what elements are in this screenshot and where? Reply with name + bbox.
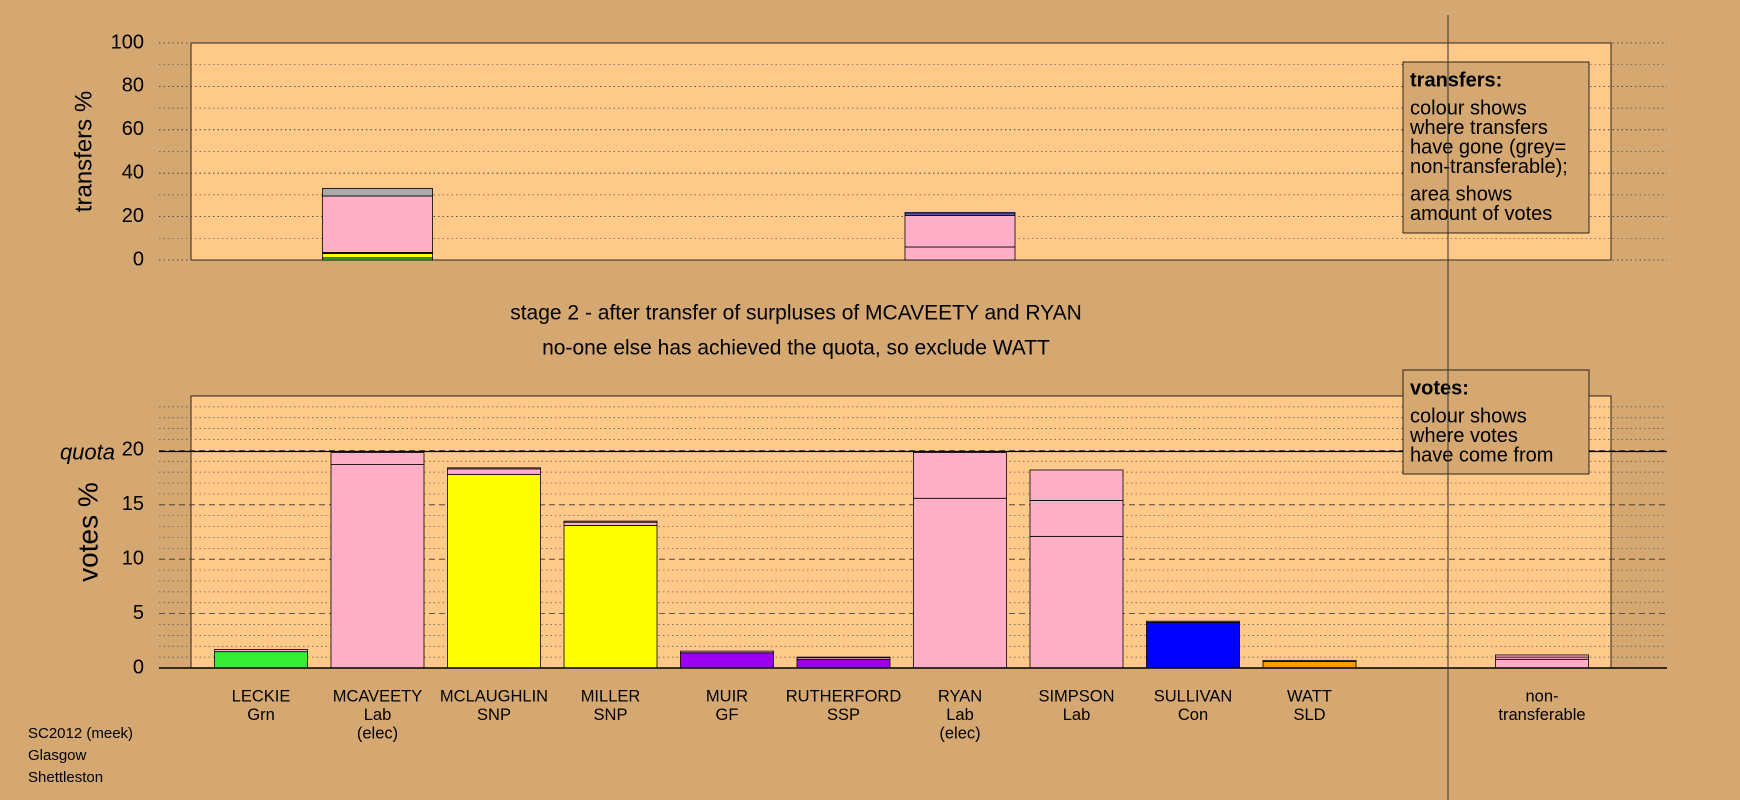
x-tick-label: MCLAUGHLIN — [440, 687, 548, 705]
legend-text: colour shows — [1410, 97, 1527, 119]
y-tick-label: 40 — [122, 161, 144, 183]
x-tick-label: WATT — [1287, 687, 1332, 705]
x-tick-label: RYAN — [938, 687, 982, 705]
x-tick-label: transferable — [1498, 706, 1585, 724]
y-tick-label: 80 — [122, 75, 144, 97]
legend-text: where transfers — [1409, 117, 1548, 139]
bar-segment — [322, 187, 433, 197]
bar-segment — [330, 464, 425, 669]
bar-segment — [1262, 661, 1357, 669]
bar-segment — [447, 473, 541, 669]
x-tick-label: SNP — [594, 706, 628, 724]
footer-text: Glasgow — [28, 747, 87, 764]
x-tick-label: SSP — [827, 706, 860, 724]
x-tick-label: Lab — [946, 706, 974, 724]
footer-text: Shettleston — [28, 769, 103, 786]
legend-text: amount of votes — [1410, 203, 1552, 225]
legend-box — [1402, 61, 1590, 234]
bar-segment — [322, 195, 433, 253]
chart-title: stage 2 - after transfer of surpluses of… — [510, 302, 1082, 325]
bar-segment — [680, 652, 774, 669]
bar-segment — [1146, 621, 1240, 669]
x-tick-label: RUTHERFORD — [786, 687, 902, 705]
y-tick-label: 0 — [133, 656, 144, 678]
bar-segment — [1146, 620, 1240, 623]
bar-segment — [913, 497, 1007, 669]
y-tick-label: 100 — [111, 31, 144, 53]
plot-area — [190, 395, 1612, 669]
bar-segment — [563, 520, 658, 523]
legend-text: non-transferable); — [1410, 156, 1568, 178]
x-tick-label: LECKIE — [232, 687, 291, 705]
bar-segment — [1495, 654, 1589, 658]
bar-segment — [904, 215, 1016, 248]
bar-segment — [447, 467, 541, 470]
x-tick-label: non- — [1525, 687, 1558, 705]
x-tick-label: Lab — [1063, 706, 1091, 724]
y-tick-label: 5 — [133, 602, 144, 624]
chart-title: no-one else has achieved the quota, so e… — [542, 337, 1050, 360]
bar-segment — [1262, 659, 1357, 662]
legend-text: colour shows — [1410, 405, 1527, 427]
x-tick-label: SIMPSON — [1038, 687, 1114, 705]
bar-segment — [1029, 469, 1124, 501]
x-tick-label: MCAVEETY — [333, 687, 423, 705]
y-tick-label: 15 — [122, 493, 144, 515]
footer-text: SC2012 (meek) — [28, 725, 133, 742]
y-tick-label: 60 — [122, 118, 144, 140]
bar-segment — [904, 246, 1016, 261]
x-tick-label: GF — [716, 706, 739, 724]
y-axis-title: votes % — [72, 482, 103, 582]
legend-text: area shows — [1410, 183, 1512, 205]
bar-segment — [913, 452, 1007, 499]
bar-segment — [322, 253, 433, 259]
bar-segment — [1029, 535, 1124, 669]
bar-segment — [904, 212, 1016, 215]
x-tick-label: (elec) — [357, 724, 398, 742]
y-tick-label: 20 — [122, 205, 144, 227]
y-axis-title: transfers % — [70, 91, 97, 212]
legend-text: where votes — [1409, 425, 1518, 447]
bar-segment — [796, 656, 891, 659]
bar-segment — [214, 651, 308, 669]
bar-segment — [447, 468, 541, 475]
x-tick-label: SNP — [477, 706, 511, 724]
bar-segment — [1495, 658, 1589, 669]
y-tick-label: 10 — [122, 547, 144, 569]
legend-title: transfers: — [1410, 69, 1502, 91]
bar-segment — [680, 650, 774, 654]
x-tick-label: SULLIVAN — [1154, 687, 1233, 705]
y-tick-label: 20 — [122, 439, 144, 461]
legend-title: votes: — [1410, 377, 1469, 399]
legend-text: have come from — [1410, 444, 1553, 466]
y-tick-label: 0 — [133, 248, 144, 270]
x-tick-label: MILLER — [581, 687, 641, 705]
x-tick-label: (elec) — [939, 724, 980, 742]
bar-segment — [330, 452, 425, 465]
x-tick-label: Grn — [247, 706, 275, 724]
bar-segment — [796, 658, 891, 669]
quota-label: quota — [60, 439, 115, 464]
bar-segment — [563, 525, 658, 669]
bar-segment — [214, 649, 308, 653]
bar-segment — [1029, 500, 1124, 537]
legend-text: have gone (grey= — [1410, 136, 1566, 158]
x-tick-label: SLD — [1293, 706, 1325, 724]
x-tick-label: Lab — [364, 706, 392, 724]
legend-box — [1402, 369, 1590, 475]
x-tick-label: Con — [1178, 706, 1208, 724]
bar-segment — [563, 521, 658, 526]
x-tick-label: MUIR — [706, 687, 748, 705]
